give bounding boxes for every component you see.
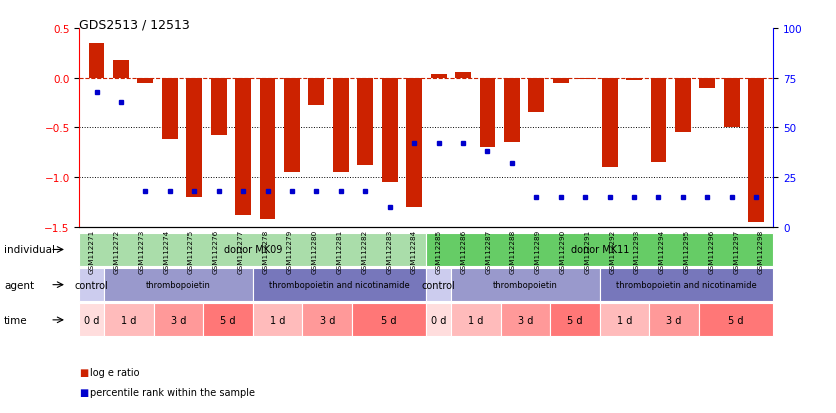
Bar	[724, 78, 740, 128]
Text: 5 d: 5 d	[728, 315, 744, 325]
Text: GSM112282: GSM112282	[361, 229, 367, 273]
Bar	[89, 44, 104, 78]
Text: 5 d: 5 d	[221, 315, 236, 325]
Bar	[577, 78, 593, 79]
Text: GSM112275: GSM112275	[188, 229, 194, 273]
Text: GSM112290: GSM112290	[559, 229, 566, 273]
Text: GSM112274: GSM112274	[163, 229, 169, 273]
Text: control: control	[422, 280, 456, 290]
Text: 5 d: 5 d	[381, 315, 397, 325]
Bar	[382, 78, 398, 183]
Text: 3 d: 3 d	[319, 315, 335, 325]
Text: GSM112271: GSM112271	[89, 229, 94, 273]
Bar	[308, 78, 324, 106]
Text: thrombopoietin and nicotinamide: thrombopoietin and nicotinamide	[269, 280, 410, 290]
Text: GSM112294: GSM112294	[659, 229, 665, 273]
Text: GSM112288: GSM112288	[510, 229, 516, 273]
Bar	[602, 78, 618, 168]
Text: GDS2513 / 12513: GDS2513 / 12513	[79, 19, 190, 31]
Text: GSM112287: GSM112287	[486, 229, 492, 273]
Text: 1 d: 1 d	[270, 315, 285, 325]
Bar	[211, 78, 227, 136]
Text: GSM112285: GSM112285	[436, 229, 441, 273]
Text: thrombopoietin: thrombopoietin	[493, 280, 558, 290]
Text: GSM112291: GSM112291	[584, 229, 590, 273]
Bar	[357, 78, 373, 166]
Text: control: control	[75, 280, 109, 290]
Text: 3 d: 3 d	[171, 315, 186, 325]
Text: GSM112292: GSM112292	[609, 229, 615, 273]
Text: GSM112281: GSM112281	[337, 229, 343, 273]
Text: ■: ■	[79, 387, 89, 397]
Bar	[431, 74, 446, 78]
Text: agent: agent	[4, 280, 34, 290]
Text: donor MK09: donor MK09	[224, 245, 282, 255]
Bar	[406, 78, 422, 207]
Text: GSM112296: GSM112296	[708, 229, 714, 273]
Bar	[553, 78, 568, 83]
Text: GSM112278: GSM112278	[263, 229, 268, 273]
Bar	[480, 78, 496, 148]
Bar	[748, 78, 764, 222]
Text: 0 d: 0 d	[84, 315, 99, 325]
Text: GSM112276: GSM112276	[212, 229, 219, 273]
Bar	[650, 78, 666, 163]
Text: GSM112286: GSM112286	[461, 229, 466, 273]
Text: GSM112295: GSM112295	[684, 229, 690, 273]
Text: GSM112279: GSM112279	[287, 229, 293, 273]
Bar	[675, 78, 691, 133]
Text: GSM112280: GSM112280	[312, 229, 318, 273]
Text: GSM112289: GSM112289	[535, 229, 541, 273]
Text: 1 d: 1 d	[121, 315, 136, 325]
Text: 1 d: 1 d	[617, 315, 632, 325]
Bar	[186, 78, 202, 197]
Text: 1 d: 1 d	[468, 315, 483, 325]
Text: 5 d: 5 d	[568, 315, 583, 325]
Bar	[137, 78, 153, 83]
Bar	[113, 61, 129, 78]
Text: GSM112284: GSM112284	[411, 229, 417, 273]
Bar	[528, 78, 544, 113]
Text: ■: ■	[79, 367, 89, 377]
Text: GSM112272: GSM112272	[114, 229, 120, 273]
Text: GSM112293: GSM112293	[634, 229, 640, 273]
Text: 3 d: 3 d	[517, 315, 533, 325]
Bar	[455, 73, 471, 78]
Bar	[504, 78, 520, 143]
Text: time: time	[4, 315, 28, 325]
Bar	[284, 78, 300, 173]
Bar	[626, 78, 642, 81]
Bar	[162, 78, 178, 140]
Text: donor MK11: donor MK11	[571, 245, 629, 255]
Text: GSM112277: GSM112277	[237, 229, 243, 273]
Text: log e ratio: log e ratio	[90, 367, 140, 377]
Text: percentile rank within the sample: percentile rank within the sample	[90, 387, 255, 397]
Bar	[333, 78, 349, 173]
Bar	[700, 78, 716, 88]
Text: GSM112298: GSM112298	[758, 229, 764, 273]
Text: GSM112297: GSM112297	[733, 229, 739, 273]
Bar	[235, 78, 251, 215]
Text: thrombopoietin: thrombopoietin	[146, 280, 211, 290]
Text: thrombopoietin and nicotinamide: thrombopoietin and nicotinamide	[616, 280, 757, 290]
Text: 3 d: 3 d	[666, 315, 682, 325]
Bar	[260, 78, 276, 219]
Text: GSM112283: GSM112283	[386, 229, 392, 273]
Text: GSM112273: GSM112273	[139, 229, 145, 273]
Text: individual: individual	[4, 245, 55, 255]
Text: 0 d: 0 d	[431, 315, 446, 325]
